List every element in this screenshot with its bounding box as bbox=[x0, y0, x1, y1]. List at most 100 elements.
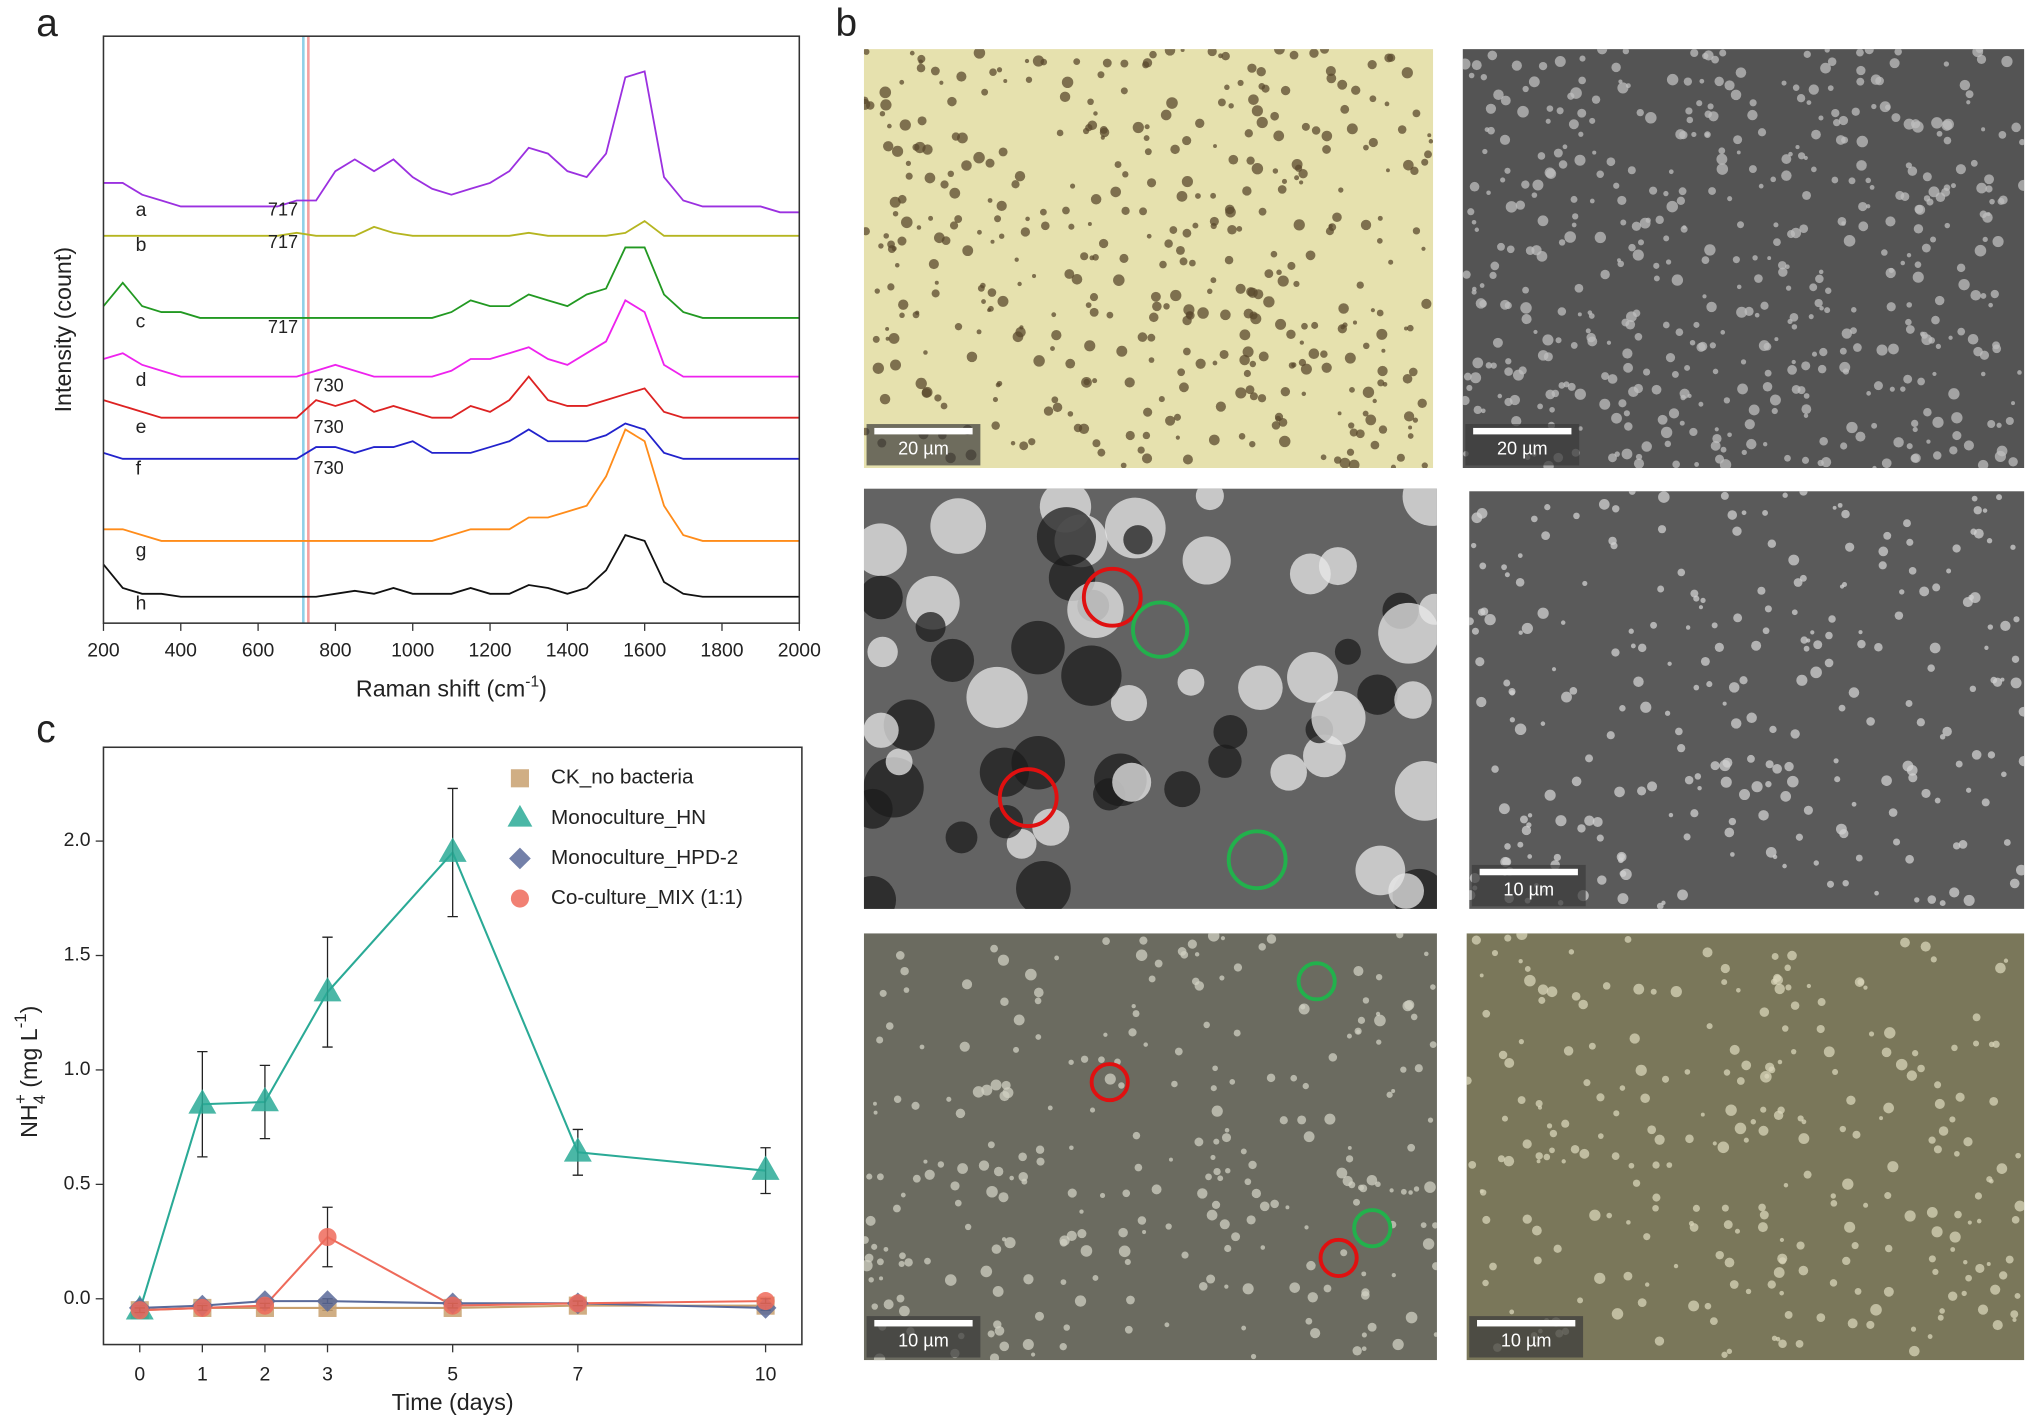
cell bbox=[1760, 1106, 1767, 1113]
cell bbox=[989, 68, 997, 76]
cell bbox=[1357, 674, 1398, 715]
cell bbox=[1636, 108, 1644, 117]
cell bbox=[1227, 224, 1237, 235]
cell bbox=[1688, 1300, 1700, 1312]
label-part: -1 bbox=[11, 1013, 30, 1028]
cell bbox=[1759, 1210, 1769, 1220]
cell bbox=[863, 788, 893, 829]
cell bbox=[1144, 124, 1150, 130]
cell bbox=[1124, 377, 1135, 388]
cell bbox=[1061, 76, 1074, 89]
cell bbox=[879, 1276, 884, 1281]
cell bbox=[1711, 622, 1718, 629]
cell bbox=[896, 1294, 905, 1303]
cell bbox=[1545, 118, 1551, 124]
cell bbox=[1650, 621, 1658, 629]
cell bbox=[1549, 406, 1555, 413]
cell bbox=[1118, 1082, 1125, 1089]
cell bbox=[1790, 729, 1800, 739]
cell bbox=[1578, 426, 1583, 431]
cell bbox=[898, 1260, 905, 1268]
cell bbox=[1220, 309, 1231, 321]
cell bbox=[1137, 332, 1148, 342]
cell bbox=[1056, 129, 1064, 137]
cell bbox=[1830, 1193, 1836, 1199]
cell bbox=[1131, 1003, 1136, 1009]
cell bbox=[919, 1044, 925, 1050]
cell bbox=[1740, 359, 1747, 365]
cell bbox=[1257, 394, 1267, 403]
cell bbox=[1628, 491, 1636, 495]
cell bbox=[1272, 168, 1279, 174]
cell bbox=[1721, 979, 1728, 986]
cell bbox=[1976, 1218, 1982, 1224]
cell bbox=[1074, 1295, 1087, 1307]
cell bbox=[1474, 227, 1480, 232]
cell bbox=[1518, 366, 1527, 375]
cell bbox=[1549, 1147, 1555, 1154]
cell bbox=[1990, 676, 1998, 684]
cell bbox=[1087, 98, 1094, 106]
cell bbox=[1356, 281, 1364, 289]
cell bbox=[987, 308, 992, 313]
cell bbox=[1885, 267, 1896, 279]
cell bbox=[911, 1101, 920, 1110]
cell bbox=[1207, 933, 1220, 942]
cell bbox=[876, 1258, 884, 1266]
cell bbox=[1990, 289, 1999, 299]
cell bbox=[1808, 84, 1819, 95]
peak-annotation: 717 bbox=[268, 200, 298, 220]
cell bbox=[1684, 1069, 1691, 1075]
cell bbox=[1303, 734, 1346, 778]
cell bbox=[1040, 221, 1050, 231]
cell bbox=[1607, 374, 1618, 384]
cell bbox=[1778, 1339, 1787, 1349]
cell bbox=[1346, 1033, 1352, 1039]
y-tick-label: 0.0 bbox=[64, 1287, 91, 1309]
cell bbox=[989, 1353, 1000, 1361]
cell bbox=[1824, 49, 1830, 53]
cell bbox=[1349, 428, 1358, 437]
cell bbox=[1912, 427, 1918, 433]
cell bbox=[1612, 505, 1620, 513]
cell bbox=[1210, 192, 1217, 199]
cell bbox=[1611, 62, 1621, 73]
cell bbox=[1694, 773, 1702, 780]
marker bbox=[313, 977, 342, 1002]
cell bbox=[1546, 1123, 1553, 1129]
cell bbox=[1690, 809, 1699, 818]
cell bbox=[1235, 283, 1246, 294]
micrograph: 10 µm bbox=[863, 933, 1437, 1361]
cell bbox=[1921, 334, 1933, 346]
cell bbox=[2015, 1152, 2021, 1159]
cell bbox=[1242, 1283, 1254, 1295]
cell bbox=[1966, 787, 1972, 793]
cell bbox=[1250, 313, 1262, 325]
cell bbox=[1842, 368, 1850, 375]
cell bbox=[1560, 620, 1566, 625]
legend-label: CK_no bacteria bbox=[551, 766, 694, 789]
cell bbox=[993, 1320, 1002, 1329]
cell bbox=[1009, 1175, 1014, 1181]
cell bbox=[1279, 1116, 1288, 1125]
cell bbox=[1808, 314, 1814, 320]
cell bbox=[1870, 74, 1882, 85]
cell bbox=[1503, 1155, 1515, 1167]
cell bbox=[1326, 73, 1337, 84]
cell bbox=[955, 1108, 966, 1119]
cell bbox=[1635, 1064, 1647, 1076]
cell bbox=[1768, 1066, 1776, 1074]
spectrum bbox=[103, 422, 800, 460]
cell bbox=[1621, 448, 1633, 460]
cell bbox=[1338, 303, 1349, 314]
cell bbox=[1174, 1047, 1183, 1056]
cell bbox=[1823, 1046, 1835, 1058]
cell bbox=[1718, 147, 1726, 155]
cell bbox=[887, 123, 892, 129]
cell bbox=[1914, 897, 1920, 903]
cell bbox=[944, 1274, 957, 1286]
cell bbox=[1319, 49, 1330, 54]
cell bbox=[1020, 227, 1031, 237]
cell bbox=[1802, 190, 1812, 200]
cell bbox=[1558, 382, 1566, 389]
